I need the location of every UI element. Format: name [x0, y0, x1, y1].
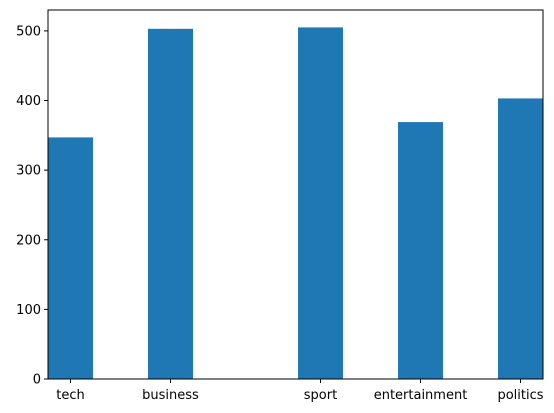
- bar-politics: [498, 98, 543, 380]
- bars-group: [48, 27, 543, 380]
- y-tick-label: 100: [16, 303, 41, 318]
- bar-tech: [48, 137, 93, 379]
- y-tick-label: 0: [33, 373, 41, 388]
- x-axis: tech business sport entertainment politics: [56, 379, 544, 403]
- x-tick-label: tech: [56, 388, 84, 403]
- x-tick-label: politics: [497, 388, 543, 403]
- y-tick-label: 300: [16, 164, 41, 179]
- x-tick-label: entertainment: [374, 388, 468, 403]
- y-axis: 0 100 200 300 400 500: [16, 24, 48, 388]
- x-tick-label: business: [142, 388, 199, 403]
- y-tick-label: 500: [16, 24, 41, 39]
- bar-business: [148, 28, 193, 379]
- y-tick-label: 200: [16, 233, 41, 248]
- plot-frame: [47, 9, 544, 380]
- bar-sport: [298, 27, 343, 379]
- bar-entertainment: [398, 122, 443, 379]
- x-tick-label: sport: [304, 388, 337, 403]
- y-tick-label: 400: [16, 94, 41, 109]
